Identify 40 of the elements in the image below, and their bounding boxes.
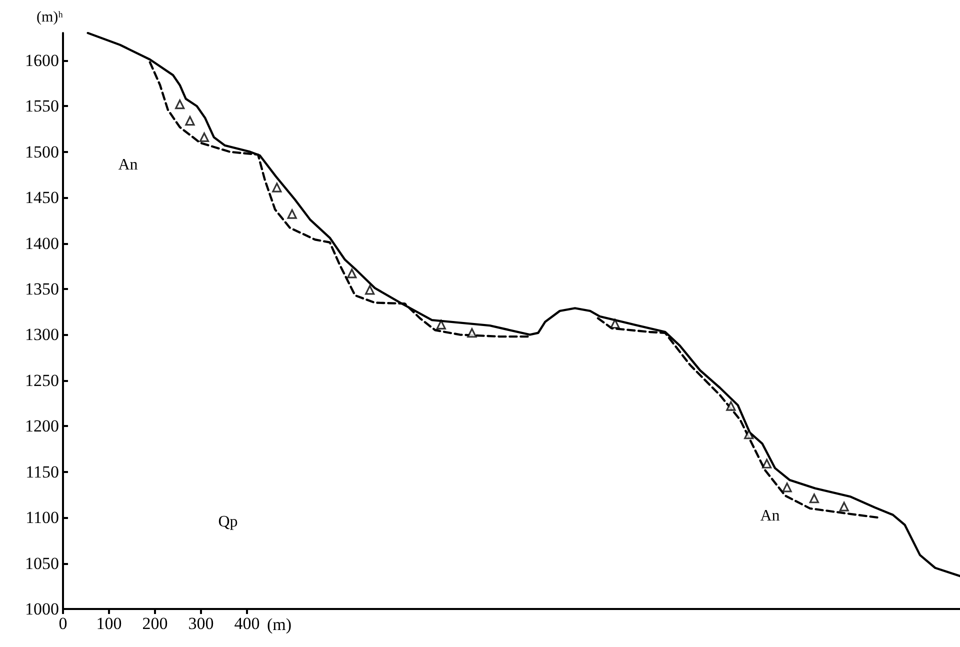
point bbox=[726, 401, 736, 411]
point bbox=[365, 285, 375, 295]
y-axis-title: (m)ʰ bbox=[36, 10, 64, 26]
y-tick-label: 1400 bbox=[25, 234, 59, 253]
point bbox=[199, 132, 210, 142]
annotation: Qp bbox=[218, 514, 238, 530]
point bbox=[762, 458, 772, 468]
x-tick-label: 200 bbox=[142, 614, 168, 633]
point bbox=[610, 318, 620, 329]
annotation: An bbox=[760, 508, 780, 524]
x-tick-label: 0 bbox=[58, 614, 68, 633]
point bbox=[436, 320, 446, 330]
point bbox=[272, 182, 282, 192]
y-tick-label: 1450 bbox=[25, 188, 59, 208]
x-tick-label: 300 bbox=[188, 614, 214, 633]
point bbox=[185, 116, 195, 126]
x-axis-title: (m) bbox=[267, 615, 292, 634]
point bbox=[839, 502, 849, 512]
point bbox=[287, 209, 297, 219]
point bbox=[744, 430, 754, 440]
y-tick-label: 1350 bbox=[25, 280, 59, 298]
y-tick-label: 1200 bbox=[25, 416, 59, 436]
y-tick-label: 1600 bbox=[25, 50, 59, 70]
y-tick-label: 1550 bbox=[25, 96, 59, 116]
annotation: An bbox=[118, 156, 138, 174]
point bbox=[809, 494, 819, 504]
y-tick-label: 1100 bbox=[26, 508, 59, 528]
point bbox=[175, 100, 185, 110]
y-tick-label: 1250 bbox=[25, 370, 59, 390]
line-series bbox=[86, 32, 960, 578]
x-tick-label: 400 bbox=[234, 614, 260, 633]
y-tick-label: 1000 bbox=[25, 600, 59, 618]
point bbox=[782, 482, 792, 492]
y-tick-label: 1150 bbox=[26, 462, 59, 482]
point bbox=[467, 328, 477, 338]
x-tick-label: 100 bbox=[96, 614, 122, 633]
y-tick-label: 1050 bbox=[25, 554, 59, 573]
point bbox=[347, 268, 357, 278]
y-tick-label: 1500 bbox=[25, 142, 59, 162]
y-tick-label: 1300 bbox=[25, 325, 59, 344]
